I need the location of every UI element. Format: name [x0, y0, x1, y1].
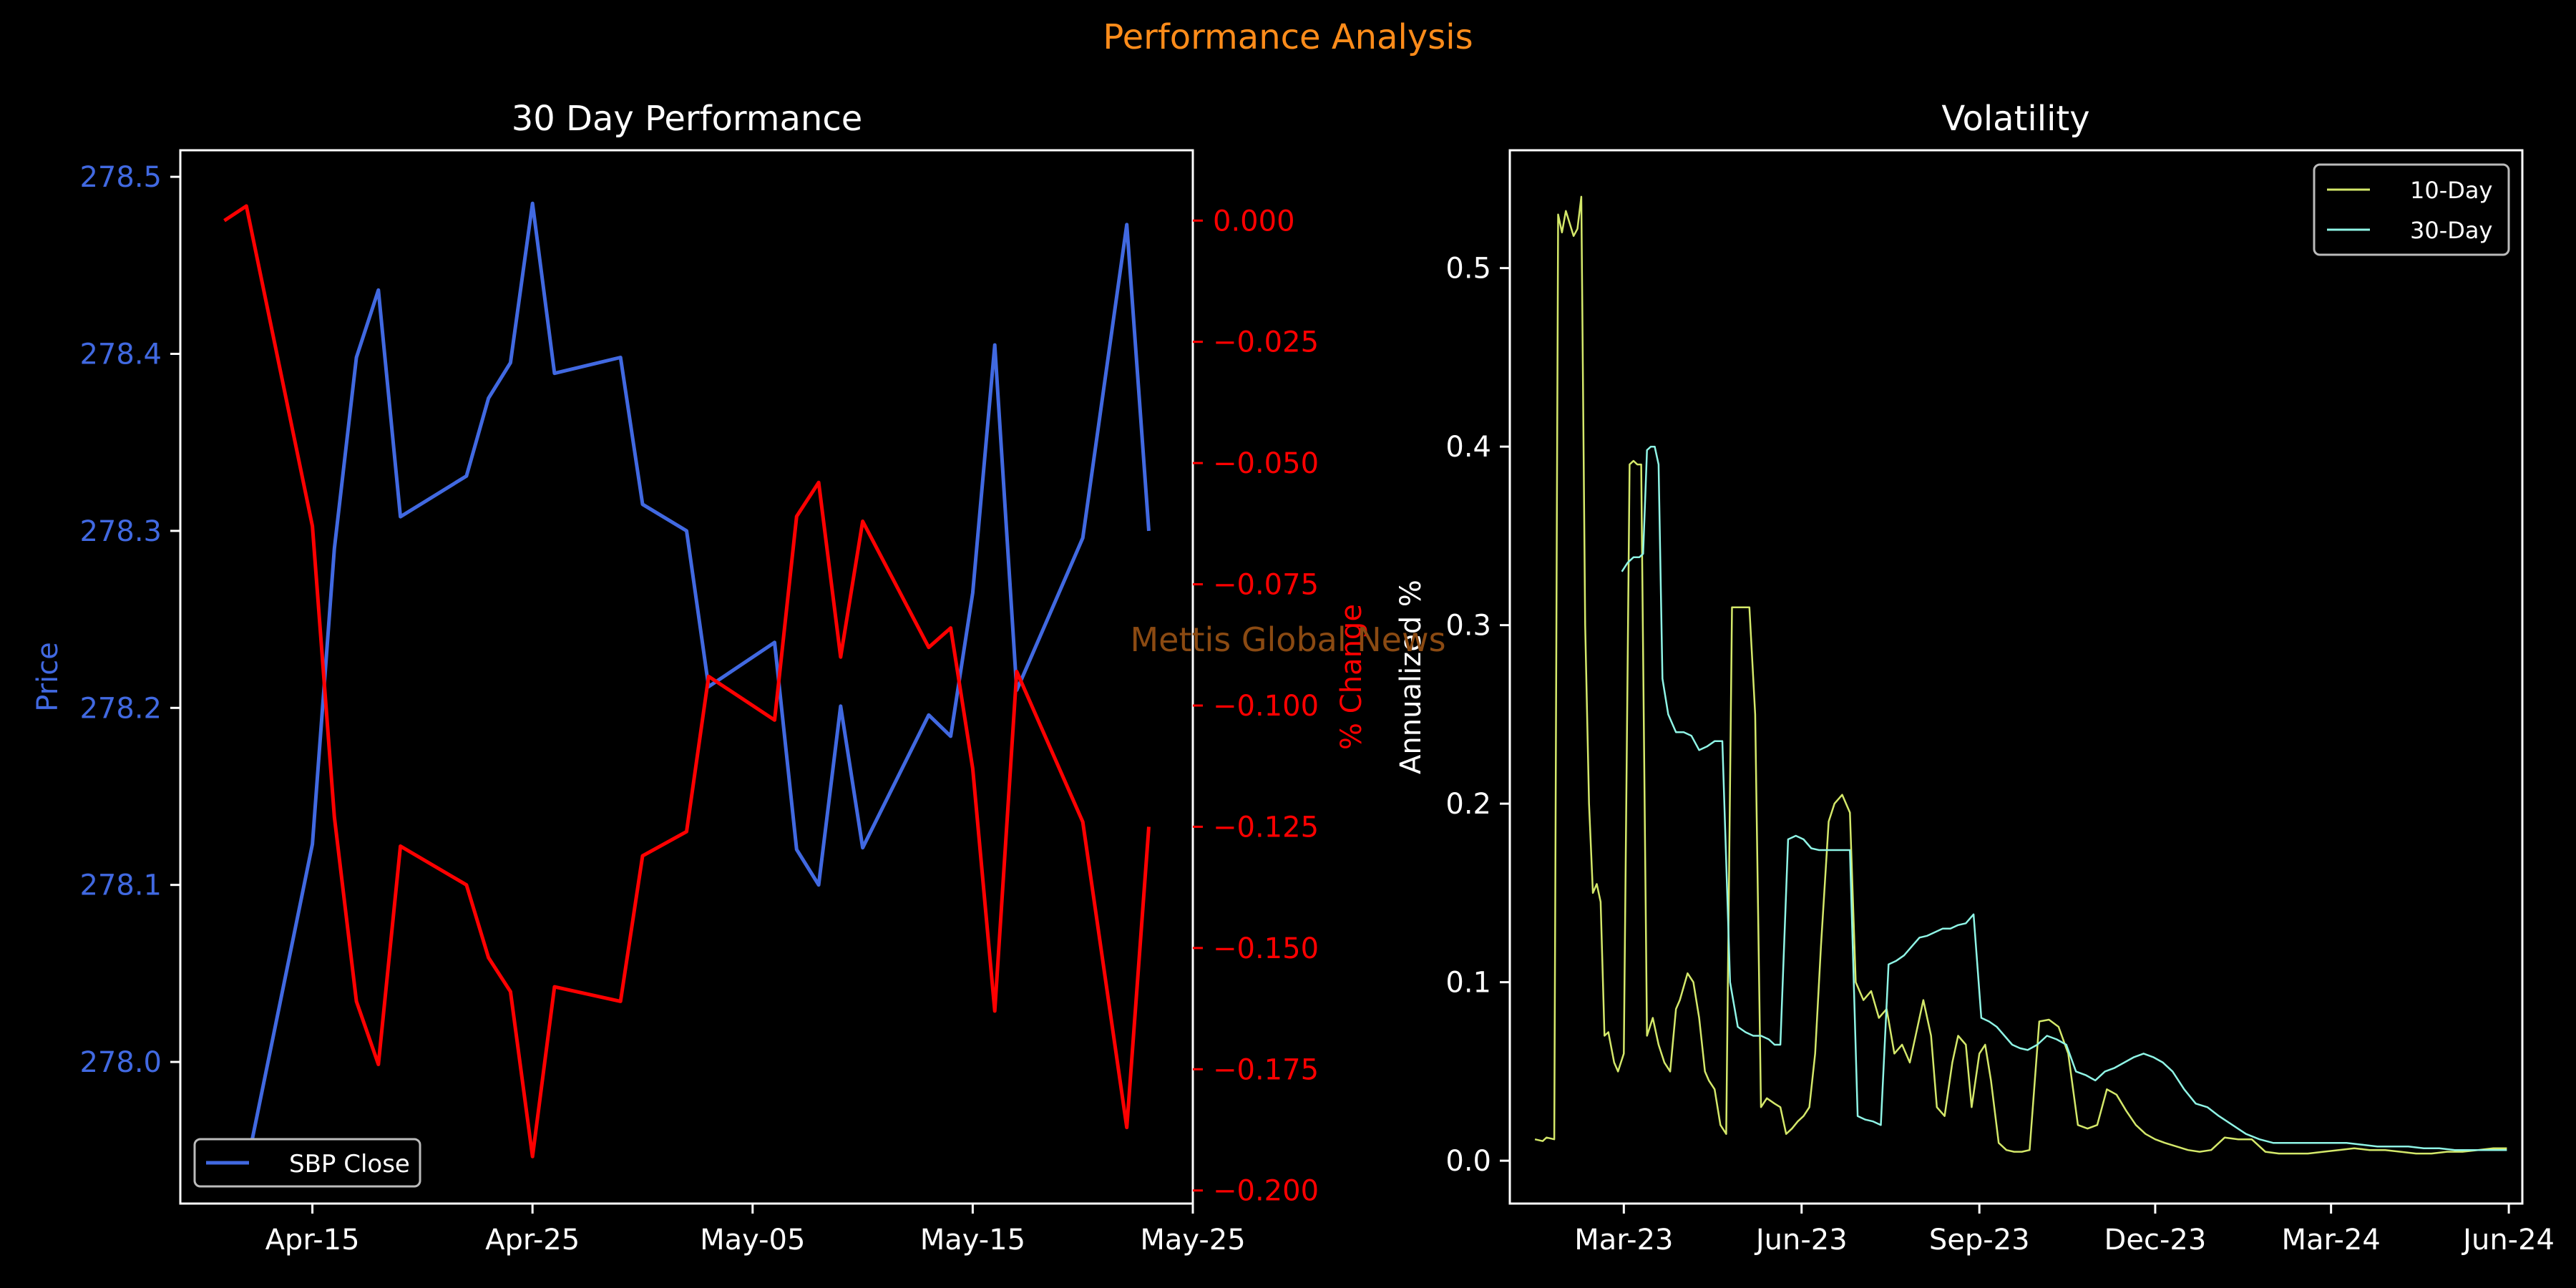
volatility-plot-frame [1508, 149, 2524, 1205]
volatility-legend-label-10-day: 10-Day [2410, 177, 2492, 204]
performance-y2-tick-label: −0.025 [1213, 326, 1319, 359]
volatility-chart-title: Volatility [1941, 99, 2089, 139]
performance-x-tick-label: Apr-25 [485, 1224, 580, 1257]
performance-series [223, 201, 1151, 1170]
volatility-x-tick-label: Mar-23 [1574, 1224, 1673, 1257]
volatility-x-axis: Mar-23 Jun-23 Sep-23 Dec-23 Mar-24 Jun-24 [1574, 1204, 2555, 1257]
volatility-series-line-1 [1621, 445, 2507, 1151]
volatility-y-tick-label: 0.0 [1445, 1145, 1491, 1178]
volatility-legend-box [2313, 163, 2510, 256]
performance-y-tick-label: 278.4 [79, 338, 162, 371]
performance-legend-box [193, 1138, 421, 1188]
performance-x-axis: Apr-15 Apr-25 May-05 May-15 May-25 [265, 1204, 1246, 1257]
volatility-y-axis-label: Annualized % [1395, 580, 1428, 774]
performance-y2-tick-label: −0.150 [1213, 932, 1319, 965]
volatility-x-tick-label: Jun-23 [1754, 1224, 1848, 1257]
volatility-y-tick-label: 0.4 [1445, 431, 1491, 464]
performance-y2-tick-label: −0.125 [1213, 811, 1319, 844]
performance-y-axis-label: Price [31, 642, 64, 712]
performance-series-line-0 [223, 201, 1151, 1170]
volatility-legend: 10-Day 30-Day [2313, 163, 2510, 256]
performance-x-tick-label: May-05 [700, 1224, 805, 1257]
performance-x-tick-label: May-25 [1140, 1224, 1245, 1257]
volatility-chart: Volatility Mar-23 Jun-23 Sep-23 Dec-23 Mar-2… [1395, 99, 2555, 1257]
figure-title: Performance Analysis [1103, 17, 1473, 57]
volatility-x-tick-label: Sep-23 [1929, 1224, 2030, 1257]
performance-x-tick-label: Apr-15 [265, 1224, 360, 1257]
performance-series-line-1 [223, 204, 1151, 1158]
volatility-y-tick-label: 0.5 [1445, 253, 1491, 286]
performance-y2-axis-label: % Change [1335, 604, 1368, 750]
performance-chart: 30 Day Performance Apr-15 Apr-25 May-05 May… [31, 99, 1368, 1257]
performance-y-tick-label: 278.5 [79, 161, 162, 194]
performance-y2-tick-label: −0.075 [1213, 569, 1319, 602]
performance-y2-tick-label: −0.200 [1213, 1175, 1319, 1208]
performance-y-tick-label: 278.3 [79, 515, 162, 548]
performance-y2-tick-label: −0.050 [1213, 447, 1319, 480]
volatility-x-tick-label: Jun-24 [2461, 1224, 2555, 1257]
performance-plot-frame [179, 149, 1194, 1205]
performance-y-tick-label: 278.1 [79, 869, 162, 902]
performance-y2-axis: 0.000 −0.025 −0.050 −0.075 −0.100 −0.125 −0.15… [1193, 205, 1319, 1208]
volatility-y-tick-label: 0.2 [1445, 788, 1491, 821]
performance-y-tick-label: 278.0 [79, 1046, 162, 1079]
performance-y2-tick-label: −0.100 [1213, 690, 1319, 723]
performance-y-axis: 278.0 278.1 278.2 278.3 278.4 278.5 [79, 161, 180, 1079]
watermark: Mettis Global News [1130, 620, 1445, 659]
volatility-y-axis: 0.0 0.1 0.2 0.3 0.4 0.5 [1445, 253, 1510, 1178]
volatility-y-tick-label: 0.3 [1445, 610, 1491, 643]
performance-chart-title: 30 Day Performance [512, 99, 863, 139]
volatility-x-tick-label: Mar-24 [2282, 1224, 2381, 1257]
performance-y2-tick-label: −0.175 [1213, 1053, 1319, 1086]
performance-x-tick-label: May-15 [920, 1224, 1025, 1257]
performance-y-tick-label: 278.2 [79, 692, 162, 725]
performance-legend: SBP Close [193, 1138, 421, 1188]
volatility-series [1534, 195, 2507, 1155]
volatility-x-tick-label: Dec-23 [2104, 1224, 2207, 1257]
volatility-series-line-0 [1534, 195, 2507, 1155]
performance-legend-label: SBP Close [289, 1150, 410, 1179]
performance-y2-tick-label: 0.000 [1213, 205, 1295, 238]
volatility-legend-label-30-day: 30-Day [2410, 217, 2492, 244]
volatility-y-tick-label: 0.1 [1445, 967, 1491, 1000]
